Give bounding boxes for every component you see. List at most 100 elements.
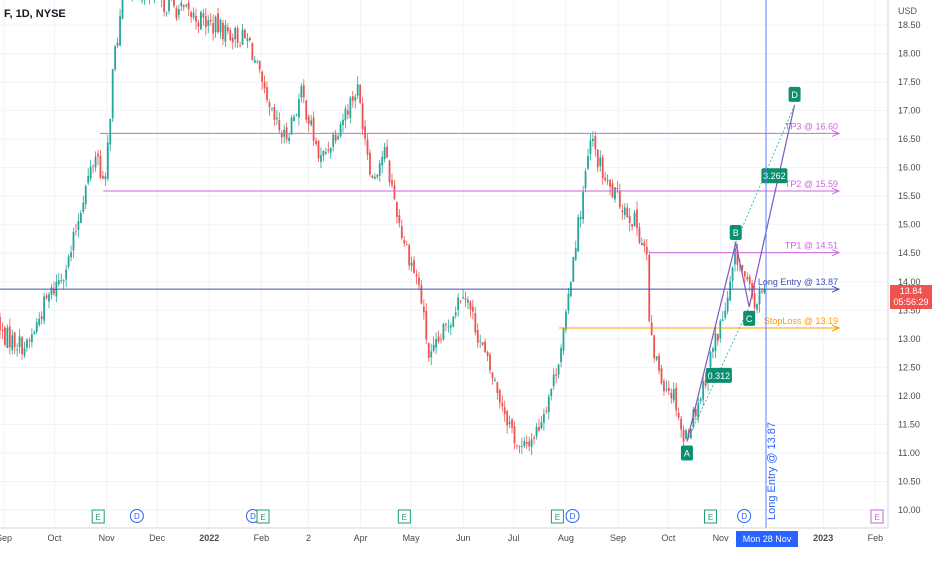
dividend-marker-label: D [134,512,140,521]
candle-body [237,28,239,43]
earnings-marker-label: E [708,513,713,522]
candle-body [188,2,190,9]
candle-body [761,292,763,293]
candle-body [264,82,266,88]
candle-body [565,311,567,329]
candle-body [604,177,606,180]
candle-body [550,389,552,396]
candle-body [266,87,268,100]
candle-body [744,271,746,276]
last-price: 13.84 [890,286,932,297]
candle-body [643,243,645,246]
candle-body [612,183,614,197]
candle-body [114,46,116,69]
candle-body [220,20,222,32]
grid [0,0,888,528]
candle-body [428,343,430,358]
candle-body [58,280,60,284]
time-tick-label: Oct [47,533,62,543]
candle-body [107,142,109,178]
candle-body [680,419,682,430]
price-tick-label: 18.00 [898,49,921,59]
candle-body [759,290,761,304]
candle-body [379,163,381,176]
candle-body [369,153,371,175]
candle-body [594,136,596,149]
candle-body [401,226,403,238]
candle-body [354,97,356,101]
time-tick-label: Sep [0,533,12,543]
earnings-marker-label: E [96,513,101,522]
candle-body [506,411,508,425]
time-tick-label: Aug [558,533,574,543]
candle-body [617,188,619,189]
last-price-badge: 13.84 05:56:29 [890,285,932,309]
candle-body [712,348,714,351]
candle-body [450,325,452,327]
candle-body [666,389,668,390]
candle-body [477,330,479,343]
candle-body [195,16,197,22]
candle-body [330,148,332,153]
price-tick-label: 12.00 [898,391,921,401]
candle-body [572,257,574,282]
candle-body [70,252,72,257]
candle-body [26,340,28,348]
candle-body [455,313,457,316]
candle-body [394,185,396,199]
candle-body [411,263,413,266]
candle-body [261,72,263,82]
candle-body [31,334,33,342]
candle-body [323,151,325,156]
candle-body [16,349,18,350]
candle-body [479,341,481,342]
candle-body [492,372,494,378]
candle-body [597,150,599,168]
candle-body [528,441,530,446]
time-tick-label: Nov [713,533,730,543]
crosshair-date-badge: Mon 28 Nov '22 [736,531,798,547]
time-tick-label: Apr [354,533,368,543]
candle-body [435,339,437,347]
level-label: StopLoss @ 13.19 [764,316,838,326]
candle-body [670,393,672,399]
bar-countdown: 05:56:29 [890,297,932,308]
candle-body [438,337,440,342]
candle-body [229,30,231,40]
candle-body [78,221,80,230]
candle-body [340,124,342,136]
candle-body [484,342,486,352]
candle-body [719,321,721,339]
candle-body [560,348,562,362]
candle-body [256,62,258,63]
candle-body [313,118,315,141]
candle-body [193,13,195,18]
candle-body [349,98,351,118]
candle-body [658,356,660,371]
candle-body [117,43,119,46]
candle-body [575,248,577,259]
candle-body [166,13,168,14]
candle-body [602,157,604,178]
candle-body [646,247,648,254]
pattern-point-label: C [746,314,753,324]
price-axis[interactable]: 10.0010.5011.0011.5012.0012.5013.0013.50… [888,0,932,550]
candle-body [85,186,87,204]
candle-body [656,356,658,359]
price-tick-label: 10.50 [898,476,921,486]
candle-body [291,118,293,135]
candle-body [38,319,40,325]
candle-body [386,147,388,158]
candle-body [433,345,435,351]
candle-body [21,337,23,354]
candle-body [430,352,432,358]
candle-body [727,297,729,311]
candle-body [359,85,361,103]
candle-body [4,328,6,345]
candle-body [683,430,685,442]
candle-body [278,120,280,130]
price-tick-label: 11.00 [898,448,920,458]
candle-body [80,213,82,223]
